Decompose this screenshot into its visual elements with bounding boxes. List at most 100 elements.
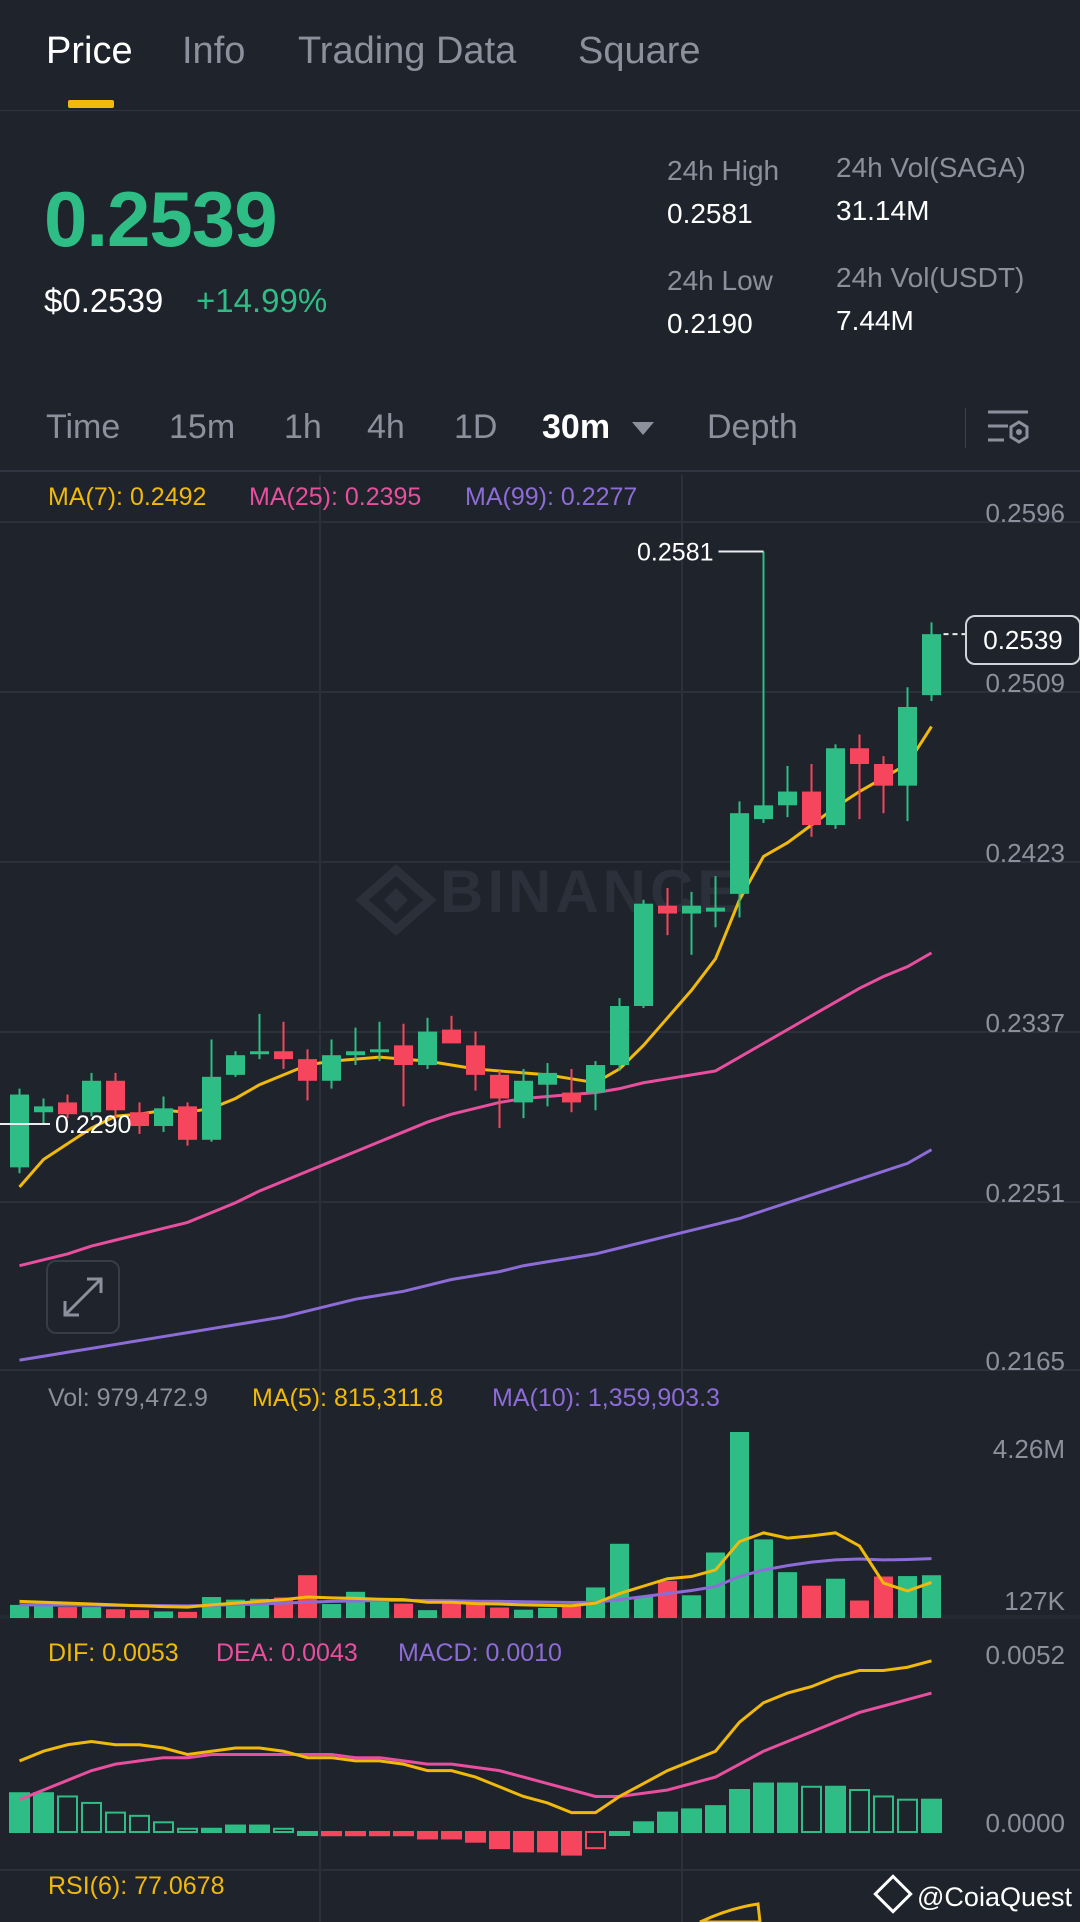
macd-dif-legend: DIF: 0.0053: [48, 1639, 179, 1667]
expand-arrows-icon: [63, 1277, 103, 1317]
macd-hist-bar: [873, 1795, 894, 1834]
stat-vol-quote-value: 7.44M: [836, 305, 914, 336]
price-axis-label: 0.2423: [985, 838, 1065, 868]
macd-hist-bar: [657, 1811, 678, 1833]
tab-info[interactable]: Info: [182, 30, 246, 72]
macd-hist-bar: [729, 1789, 750, 1833]
macd-hist-bar: [9, 1792, 30, 1833]
macd-hist-bar: [681, 1808, 702, 1834]
candlestick-chart[interactable]: BINANCE MA(7): 0.2492 MA(25): 0.2395 MA(…: [0, 470, 1080, 1922]
macd-hist-bar: [57, 1795, 78, 1834]
candle-body: [298, 1059, 317, 1081]
interval-1h[interactable]: 1h: [284, 408, 322, 446]
volume-bar: [682, 1595, 701, 1618]
macd-hist-bar: [33, 1792, 54, 1833]
volume-bar: [898, 1576, 917, 1618]
volume-legend: Vol: 979,472.9: [48, 1384, 208, 1412]
candle-body: [538, 1072, 557, 1085]
candle-body: [34, 1106, 53, 1113]
volume-axis-label: 127K: [1004, 1586, 1065, 1616]
interval-1d[interactable]: 1D: [454, 408, 498, 446]
macd-hist-bar: [393, 1831, 414, 1837]
candle-body: [202, 1076, 221, 1140]
volume-bar: [754, 1539, 773, 1618]
volume-bar: [370, 1601, 389, 1618]
macd-hist-bar: [825, 1785, 846, 1834]
volume-bar: [658, 1580, 677, 1618]
volume-bar: [394, 1603, 413, 1618]
candle-body: [82, 1080, 101, 1113]
ma25-line: [19, 951, 933, 1268]
volume-axis-label: 4.26M: [993, 1434, 1065, 1464]
volume-bar: [346, 1591, 365, 1618]
candle-body: [562, 1092, 581, 1103]
volume-ma10-legend: MA(10): 1,359,903.3: [492, 1384, 720, 1412]
candle-body: [346, 1051, 365, 1056]
price-change-percent: +14.99%: [196, 282, 328, 319]
candle-body: [250, 1051, 269, 1055]
candle-body: [826, 748, 845, 825]
candle-body: [778, 791, 797, 806]
ma99-legend: MA(99): 0.2277: [465, 483, 637, 511]
rsi-line: [699, 1902, 762, 1922]
macd-hist-bar: [297, 1831, 318, 1836]
macd-hist-bar: [777, 1782, 798, 1833]
volume-bar: [106, 1609, 125, 1618]
chart-settings-icon[interactable]: [986, 408, 1030, 450]
high-marker-label: 0.2581: [637, 539, 713, 567]
stat-high-value: 0.2581: [667, 198, 753, 229]
macd-hist-bar: [705, 1805, 726, 1833]
candle-body: [106, 1080, 125, 1111]
candle-body: [274, 1051, 293, 1060]
interval-time[interactable]: Time: [46, 408, 121, 446]
volume-bar: [322, 1604, 341, 1618]
macd-hist-bar: [609, 1831, 630, 1836]
macd-hist-bar: [513, 1831, 534, 1853]
candle-body: [682, 905, 701, 914]
binance-watermark: BINANCE: [440, 858, 741, 925]
macd-axis-label: 0.0052: [985, 1640, 1065, 1670]
macd-hist-bar: [921, 1798, 942, 1833]
macd-hist-bar: [585, 1831, 606, 1850]
interval-4h[interactable]: 4h: [367, 408, 405, 446]
last-price: 0.2539: [44, 175, 278, 263]
volume-bar: [154, 1611, 173, 1618]
fullscreen-button[interactable]: [46, 1260, 120, 1334]
macd-hist-bar: [537, 1831, 558, 1853]
candle-body: [850, 748, 869, 765]
macd-hist-bar: [225, 1824, 246, 1833]
stat-low-value: 0.2190: [667, 308, 753, 339]
interval-bar: Time 15m 1h 4h 1D 30m Depth: [0, 390, 1080, 470]
ma25-legend: MA(25): 0.2395: [249, 483, 421, 511]
macd-dea-line: [18, 1691, 932, 1802]
volume-bar: [490, 1607, 509, 1618]
ma7-legend: MA(7): 0.2492: [48, 483, 206, 511]
candle-body: [802, 791, 821, 825]
source-watermark: @CoiaQuest: [873, 1874, 1072, 1914]
interval-30m-dropdown[interactable]: 30m: [542, 408, 654, 447]
macd-hist-bar: [369, 1831, 390, 1837]
candle-body: [442, 1029, 461, 1044]
macd-value-legend: MACD: 0.0010: [398, 1639, 562, 1667]
caret-down-icon: [631, 422, 654, 436]
volume-bar: [850, 1600, 869, 1618]
tab-price[interactable]: Price: [46, 30, 133, 72]
volume-bar: [634, 1597, 653, 1618]
tab-depth[interactable]: Depth: [707, 408, 798, 446]
stat-vol-base-value: 31.14M: [836, 195, 930, 226]
volume-bar: [466, 1602, 485, 1618]
tab-square[interactable]: Square: [578, 30, 701, 72]
volume-bar: [58, 1607, 77, 1618]
candle-body: [658, 905, 677, 914]
macd-hist-bar: [441, 1831, 462, 1840]
candle-body: [874, 764, 893, 786]
binance-logo-icon: [355, 863, 437, 937]
stat-vol-base-label: 24h Vol(SAGA): [836, 152, 1026, 183]
price-axis-label: 0.2509: [985, 668, 1065, 698]
candle-body: [922, 634, 941, 696]
macd-hist-bar: [105, 1811, 126, 1833]
candle-body: [898, 706, 917, 786]
tab-trading-data[interactable]: Trading Data: [298, 30, 517, 72]
candle-body: [178, 1106, 197, 1140]
interval-15m[interactable]: 15m: [169, 408, 236, 446]
